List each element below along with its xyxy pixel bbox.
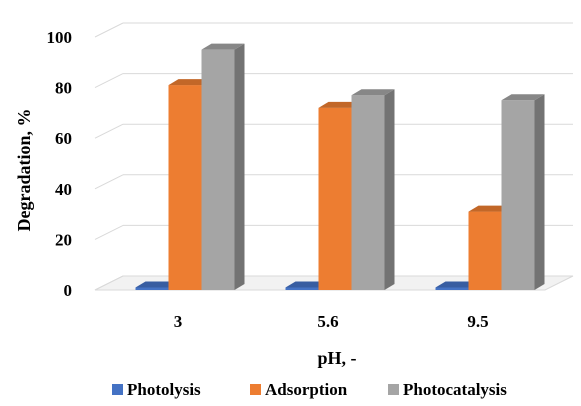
legend-label: Photocatalysis <box>403 380 507 399</box>
legend-label: Photolysis <box>127 380 201 399</box>
bar-top <box>501 94 545 101</box>
bar-top <box>435 281 479 288</box>
y-axis-title: Degradation, % <box>14 109 34 232</box>
bar-front <box>168 85 202 290</box>
y-tick-label: 100 <box>47 28 73 47</box>
gridline-stub <box>94 73 124 89</box>
bar-photocatalysis-5.6 <box>351 89 395 290</box>
bar-top <box>285 281 329 288</box>
bar-top <box>318 101 362 108</box>
bar-front <box>351 95 385 290</box>
bar-front <box>501 100 535 290</box>
bar-front <box>201 49 235 291</box>
y-tick-label: 40 <box>55 180 72 199</box>
bar-front <box>135 287 169 290</box>
legend-label: Adsorption <box>265 380 348 399</box>
x-tick-label: 3 <box>174 312 183 331</box>
bar-side <box>384 89 395 290</box>
bar-photocatalysis-3 <box>201 43 245 291</box>
gridline-stub <box>94 22 124 38</box>
legend-item-photocatalysis: Photocatalysis <box>388 380 507 399</box>
x-axis-title: pH, - <box>317 348 356 368</box>
gridline-stub <box>94 224 124 240</box>
x-tick-label: 5.6 <box>317 312 338 331</box>
y-tick-label: 60 <box>55 129 72 148</box>
y-tick-label: 80 <box>55 79 72 98</box>
gridline-stub <box>94 174 124 190</box>
legend-item-adsorption: Adsorption <box>250 380 348 399</box>
y-tick-label: 20 <box>55 230 72 249</box>
legend-item-photolysis: Photolysis <box>112 380 201 399</box>
bar-side <box>534 94 545 290</box>
bar-front <box>435 287 469 290</box>
bar-top <box>468 205 512 212</box>
bar-photocatalysis-9.5 <box>501 94 545 290</box>
gridline-stub <box>94 123 124 139</box>
x-tick-labels: 3 5.6 9.5 <box>174 312 489 331</box>
legend-swatch <box>388 384 399 395</box>
bar-side <box>234 43 245 291</box>
bars <box>135 43 545 291</box>
bar-top <box>168 79 212 86</box>
bar-top <box>135 281 179 288</box>
x-tick-label: 9.5 <box>467 312 488 331</box>
legend: Photolysis Adsorption Photocatalysis <box>112 380 507 399</box>
bar-front <box>285 287 319 290</box>
y-tick-labels: 0 20 40 60 80 100 <box>47 28 73 300</box>
bar-top <box>201 43 245 50</box>
legend-swatch <box>112 384 123 395</box>
y-tick-label: 0 <box>64 281 73 300</box>
bar-front <box>318 107 352 290</box>
bar-top <box>351 89 395 96</box>
bar-front <box>468 211 502 290</box>
legend-swatch <box>250 384 261 395</box>
